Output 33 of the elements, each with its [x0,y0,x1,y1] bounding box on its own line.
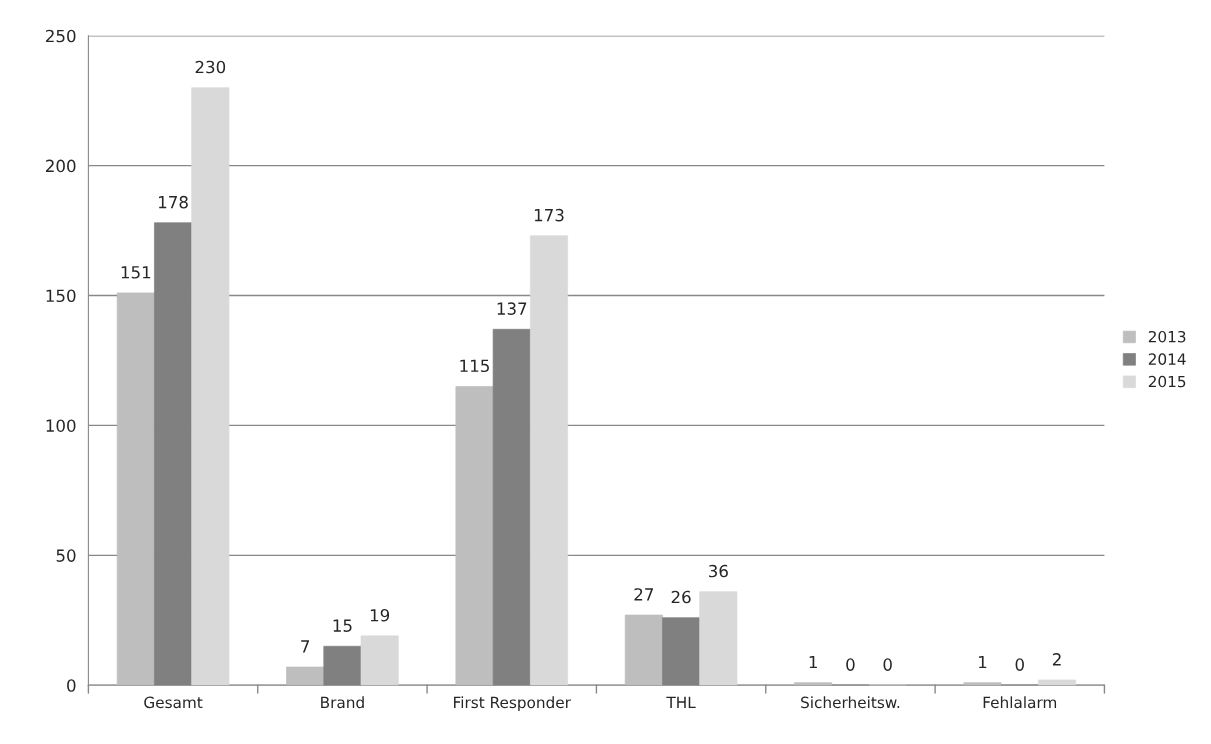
data-label: 1 [809,655,817,669]
data-label: 230 [195,60,226,74]
data-label: 0 [846,658,855,671]
data-label: 0 [883,658,892,671]
data-label: 115 [460,359,489,373]
x-tick-label: Brand [321,696,364,709]
data-label: 151 [121,266,151,279]
x-tick-label: Gesamt [144,696,203,709]
data-label: 19 [370,608,390,622]
data-label: 2 [1052,653,1061,666]
x-tick-label: Sicherheitsw. [801,696,900,709]
data-label: 26 [671,590,691,604]
data-label: 27 [634,588,654,601]
legend-label: 2014 [1148,353,1186,365]
y-tick-label: 100 [46,419,76,432]
data-label: 36 [709,564,728,578]
legend-label: 2015 [1148,375,1186,388]
legend-label: 2013 [1148,330,1186,343]
data-label: 7 [301,640,310,653]
x-tick-label: Fehlalarm [983,696,1057,709]
x-tick-label: First Responder [454,696,571,712]
x-tick-label: THL [666,696,696,708]
data-label: 15 [333,619,352,632]
data-label: 173 [534,208,564,222]
y-tick-label: 0 [67,679,76,692]
y-tick-label: 200 [46,159,76,173]
data-label: 0 [1015,658,1024,671]
y-tick-label: 50 [56,549,76,562]
y-tick-label: 250 [46,29,76,43]
data-label: 137 [497,302,527,315]
data-label: 1 [979,655,987,669]
data-label: 178 [159,195,188,209]
y-tick-label: 150 [46,289,76,303]
